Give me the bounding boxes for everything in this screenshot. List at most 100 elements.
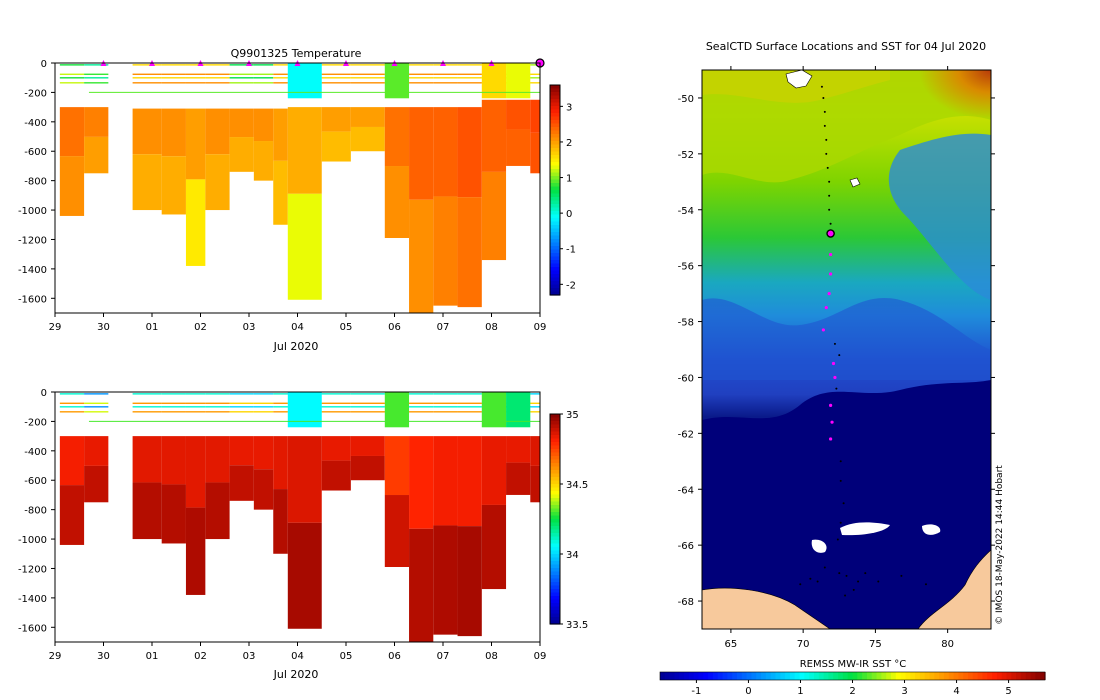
section-cell <box>161 484 186 544</box>
colorbar-segment <box>550 158 560 163</box>
surface-sample-line <box>185 406 206 408</box>
colorbar-segment <box>550 519 560 524</box>
section-cell <box>433 525 458 635</box>
colorbar-segment <box>550 179 560 184</box>
colorbar-segment <box>550 473 560 478</box>
colorbar-segment <box>550 543 560 548</box>
surface-sample-line <box>321 393 351 395</box>
colorbar-segment <box>1030 672 1036 680</box>
y-tick-label: -400 <box>24 447 47 458</box>
surface-sample-line <box>530 73 540 75</box>
colorbar-segment <box>550 256 560 261</box>
surface-location-point <box>833 375 837 380</box>
colorbar-segment <box>722 672 728 680</box>
y-tick-label: -1200 <box>18 564 47 575</box>
colorbar-segment <box>789 672 796 680</box>
surface-sample-line <box>321 82 351 84</box>
y-tick-label: -800 <box>24 506 47 517</box>
surface-sample-line <box>409 77 434 79</box>
surface-sample-line <box>161 406 186 408</box>
colorbar-segment <box>550 127 560 132</box>
surface-location-point <box>824 305 828 310</box>
colorbar-segment <box>550 130 560 135</box>
colorbar-tick-label: 4 <box>953 686 959 697</box>
y-tick-label: -1600 <box>18 623 47 634</box>
colorbar-segment <box>1040 672 1046 680</box>
section-cell <box>506 129 531 166</box>
colorbar-segment <box>550 225 560 230</box>
colorbar-segment <box>550 274 560 279</box>
colorbar-segment <box>550 554 560 559</box>
colorbar-frame <box>549 413 561 625</box>
colorbar-segment <box>550 484 560 489</box>
colorbar-segment <box>775 672 781 680</box>
surface-sample-line <box>185 64 206 66</box>
colorbar-segment <box>550 116 560 121</box>
salinity-section-cells <box>59 392 540 642</box>
colorbar-segment <box>550 463 560 468</box>
surface-sample-line <box>185 73 206 75</box>
land-antarctica-west <box>702 587 831 629</box>
colorbar-segment <box>550 141 560 146</box>
colorbar-segment <box>746 672 753 680</box>
colorbar-segment <box>550 267 560 272</box>
y-tick-label: -400 <box>24 118 47 129</box>
colorbar-segment <box>727 672 733 680</box>
surface-sample-line <box>205 406 230 408</box>
section-cell <box>229 108 254 138</box>
surface-sample-line <box>84 64 109 66</box>
track-point <box>799 583 802 586</box>
colorbar-segment <box>550 603 560 608</box>
colorbar-tick-label: 3 <box>566 102 572 113</box>
colorbar-segment <box>550 417 560 422</box>
surface-sample-line <box>59 411 85 413</box>
colorbar-segment <box>550 582 560 587</box>
section-cell <box>457 107 482 198</box>
surface-sample-line <box>273 393 288 395</box>
track-point <box>864 572 867 575</box>
current-position-marker <box>826 229 835 238</box>
lat-tick-label: -54 <box>678 206 694 217</box>
colorbar-segment <box>550 92 560 97</box>
colorbar-segment <box>550 414 560 419</box>
colorbar-segment <box>910 672 916 680</box>
section-cell <box>273 436 288 490</box>
x-tick-label: 03 <box>243 651 256 662</box>
colorbar-tick-label: 33.5 <box>566 620 588 631</box>
salinity-y-axis: 0 -200 -400 -600 -800 -1000 -1200 -1400 -1600 <box>18 388 55 634</box>
surface-sample-line <box>253 73 274 75</box>
colorbar-segment <box>550 431 560 436</box>
colorbar-segment <box>550 249 560 254</box>
section-cell <box>481 436 507 505</box>
surface-sample-line <box>205 393 230 395</box>
section-cell <box>59 107 85 157</box>
colorbar-segment <box>550 260 560 265</box>
track-point <box>839 460 842 463</box>
surface-sample-line <box>84 77 109 79</box>
x-tick-label: 02 <box>194 651 207 662</box>
colorbar-segment <box>550 456 560 461</box>
section-cell <box>433 436 458 526</box>
track-point <box>822 96 825 99</box>
colorbar-segment <box>717 672 724 680</box>
colorbar-segment <box>550 568 560 573</box>
colorbar-segment <box>732 672 738 680</box>
surface-sample-line <box>229 393 254 395</box>
surface-sample-line <box>321 64 351 66</box>
y-tick-label: -800 <box>24 177 47 188</box>
track-point <box>842 502 845 505</box>
colorbar-segment <box>550 137 560 142</box>
temperature-section-cells <box>59 63 540 313</box>
surface-sample-line <box>59 64 85 66</box>
surface-location-point <box>831 361 836 366</box>
colorbar-segment <box>550 228 560 233</box>
surface-sample-line <box>457 73 482 75</box>
surface-location-point <box>830 420 834 424</box>
colorbar-segment <box>814 672 820 680</box>
colorbar-segment <box>963 672 969 680</box>
colorbar-segment <box>550 99 560 104</box>
land-antarctica-east <box>917 549 991 629</box>
section-cell <box>481 99 507 172</box>
colorbar-segment <box>972 672 979 680</box>
